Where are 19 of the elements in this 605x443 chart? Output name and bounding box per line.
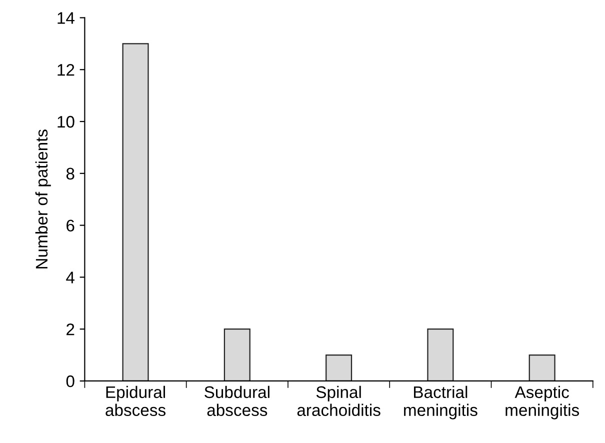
x-tick-label: Subdural abscess	[204, 386, 270, 416]
y-tick-label: 2	[66, 323, 74, 336]
bar	[528, 354, 556, 381]
y-tick-label: 6	[66, 220, 74, 232]
y-tick-label: 8	[66, 168, 74, 180]
x-tick-label: Aseptic meningitis	[506, 386, 579, 420]
x-tick-label: Bactrial meningitis	[404, 386, 478, 420]
y-axis-title: Number of patients	[35, 130, 51, 268]
bar	[224, 328, 250, 381]
bar	[326, 354, 352, 381]
y-tick-label: 0	[66, 375, 74, 388]
y-tick-label: 4	[66, 272, 74, 284]
x-tick-label: Spinal arachoiditis	[297, 386, 380, 416]
bar	[122, 43, 149, 381]
x-tick-label: Epidural abscess	[106, 386, 166, 416]
y-tick-label: 12	[58, 64, 74, 76]
y-tick-label: 10	[58, 116, 74, 128]
y-tick-label: 14	[58, 12, 74, 24]
bar	[427, 328, 454, 381]
